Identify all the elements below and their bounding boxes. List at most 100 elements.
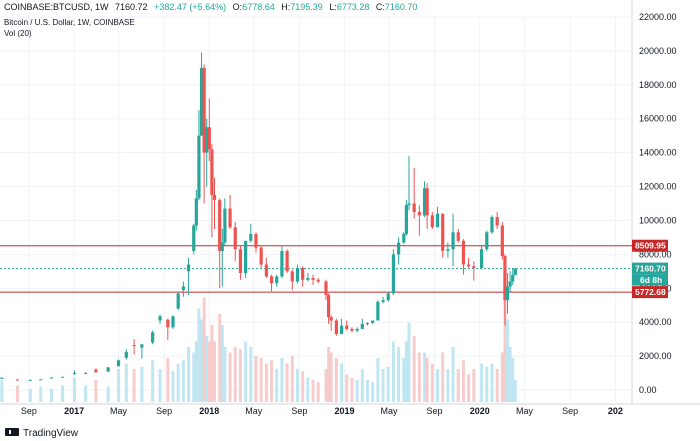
candle-body xyxy=(376,301,380,321)
candle-body xyxy=(467,264,471,267)
candle-body xyxy=(485,232,489,250)
candle-body xyxy=(233,227,237,250)
volume-bar xyxy=(0,380,4,402)
low-value: 6773.28 xyxy=(337,2,370,12)
candle-body xyxy=(451,232,455,250)
volume-bar xyxy=(490,363,494,402)
countdown-label: 6d 8h xyxy=(640,275,662,285)
candle-body xyxy=(456,232,460,241)
y-tick-label: 22000.00 xyxy=(639,12,677,22)
volume-bar xyxy=(194,341,198,402)
volume-bar xyxy=(386,366,390,402)
close-value: 7160.70 xyxy=(385,2,418,12)
volume-bar xyxy=(285,363,289,402)
volume-bar xyxy=(461,360,465,402)
candle-body xyxy=(61,376,65,378)
candle-body xyxy=(425,188,429,216)
volume-bar xyxy=(391,341,395,402)
candle-body xyxy=(513,268,517,276)
volume-bar xyxy=(295,369,299,402)
volume-bar xyxy=(202,297,206,402)
volume-bar xyxy=(446,369,450,402)
volume-bar xyxy=(187,347,191,402)
volume-bar xyxy=(324,369,328,402)
volume-bar xyxy=(441,352,445,402)
candle-body xyxy=(72,373,77,375)
y-tick-label: 0.00 xyxy=(639,385,657,395)
x-tick-label: Sep xyxy=(427,406,443,416)
volume-bar xyxy=(511,358,515,402)
y-tick-label: 2000.00 xyxy=(639,351,672,361)
x-axis[interactable]: Sep 2017 May Sep 2018 May Sep 2019 May Sep 2020 May… xyxy=(21,406,623,416)
tradingview-logo[interactable]: TradingView xyxy=(5,428,79,439)
candle-body xyxy=(397,242,401,255)
x-tick-label: May xyxy=(516,406,534,416)
candle-body xyxy=(360,323,364,329)
candle-body xyxy=(210,149,214,196)
volume-bar xyxy=(290,355,294,402)
candle-body xyxy=(218,200,222,251)
volume-bar xyxy=(212,341,216,402)
x-tick-label: 2019 xyxy=(335,406,355,416)
candle-body xyxy=(151,332,155,343)
volume-bar xyxy=(132,369,136,402)
candle-body xyxy=(244,240,248,274)
level-tag-label: 8509.95 xyxy=(635,241,666,251)
high-value: 7195.39 xyxy=(290,2,323,12)
candle-body xyxy=(171,316,175,328)
y-tick-label: 10000.00 xyxy=(639,215,677,225)
candle-body xyxy=(238,249,243,274)
candle-body xyxy=(15,379,20,381)
volume-bar xyxy=(467,374,471,402)
candle-body xyxy=(197,135,201,199)
volume-bar xyxy=(436,369,440,402)
candle-body xyxy=(249,234,253,241)
volume-bar xyxy=(210,325,214,402)
volume-bar xyxy=(485,366,489,402)
candle-body xyxy=(181,286,185,290)
volume-bar xyxy=(275,369,279,402)
x-tick-label: Sep xyxy=(21,406,37,416)
symbol-label: COINBASE:BTCUSD, 1W xyxy=(4,2,109,12)
candle-body xyxy=(326,295,331,318)
high-label: H: xyxy=(281,2,290,12)
volume-bar xyxy=(192,352,196,402)
volume-bar xyxy=(495,369,499,402)
volume-bar xyxy=(327,347,331,402)
candle-body xyxy=(306,278,310,280)
volume-bar xyxy=(423,352,427,402)
level-tag-label: 5772.68 xyxy=(635,287,666,297)
volume-bar xyxy=(228,352,232,402)
volume-indicator-label[interactable]: Vol (20) xyxy=(4,29,32,38)
volume-bar xyxy=(264,363,268,402)
volume-bars xyxy=(0,292,517,402)
volume-bar xyxy=(365,380,369,402)
volume-bar xyxy=(280,358,284,402)
candle-body xyxy=(106,367,110,372)
candle-body xyxy=(166,319,170,328)
candle-body xyxy=(490,217,494,233)
y-tick-label: 18000.00 xyxy=(639,80,677,90)
candle-body xyxy=(140,344,144,348)
volume-bar xyxy=(270,360,274,402)
candle-body xyxy=(49,377,54,379)
volume-bar xyxy=(72,377,76,402)
level-lines xyxy=(0,245,632,293)
volume-bar xyxy=(197,308,201,402)
volume-bar xyxy=(371,382,375,402)
last-price: 7160.72 xyxy=(115,2,148,12)
volume-bar xyxy=(417,352,421,402)
volume-bar xyxy=(233,347,237,402)
volume-bar xyxy=(94,380,98,402)
candle-body xyxy=(228,208,232,228)
price-change: +382.47 (+5.64%) xyxy=(154,2,226,12)
x-tick-label: 2017 xyxy=(64,406,84,416)
volume-bar xyxy=(329,352,333,402)
y-axis[interactable]: 22000.00 20000.00 18000.00 16000.00 14000.00… xyxy=(639,12,677,395)
candle-body xyxy=(422,188,427,216)
volume-bar xyxy=(334,358,338,402)
chart-subtitle: Bitcoin / U.S. Dollar, 1W, COINBASE xyxy=(4,18,135,27)
volume-bar xyxy=(350,377,354,402)
